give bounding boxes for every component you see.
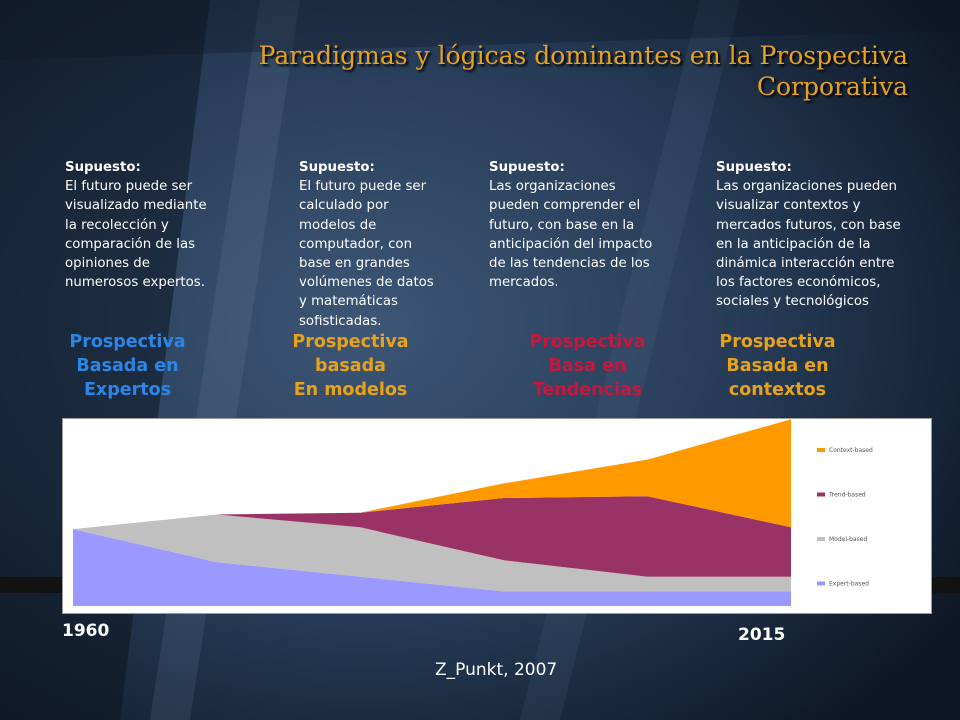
supuesto-line: visualizar contextos y (716, 198, 861, 214)
supuesto-line: numerosos expertos. (65, 275, 205, 291)
supuesto-line: sociales y tecnológicos (716, 294, 869, 310)
legend-swatch (817, 492, 825, 497)
category-line: contextos (728, 380, 827, 400)
supuesto-heading: Supuesto: (489, 160, 565, 175)
category-line: Basada en (726, 356, 829, 376)
supuesto-line: modelos de (299, 217, 377, 233)
supuesto-line: base en grandes (299, 256, 410, 272)
supuesto-expertos: Supuesto: El futuro puede ser visualizad… (65, 158, 280, 292)
area-trend-based (73, 496, 791, 577)
supuesto-line: los factores económicos, (716, 275, 881, 291)
legend-label: Trend-based (828, 492, 866, 499)
supuesto-line: Las organizaciones pueden (716, 179, 897, 195)
supuesto-line: El futuro puede ser (65, 179, 193, 195)
supuesto-line: Las organizaciones (489, 179, 616, 195)
area-expert-based (73, 529, 791, 606)
legend-swatch (817, 448, 825, 452)
supuesto-line: pueden comprender el (489, 198, 641, 214)
supuesto-line: El futuro puede ser (299, 179, 427, 195)
supuesto-heading: Supuesto: (65, 160, 141, 175)
category-tendencias: Prospectiva Basa en Tendencias (505, 330, 670, 402)
category-line: Expertos (83, 380, 172, 400)
supuesto-line: mercados futuros, con base (716, 217, 901, 233)
category-line: En modelos (293, 380, 408, 400)
supuesto-line: de las tendencias de los (489, 256, 650, 272)
category-line: basada (315, 356, 386, 376)
supuesto-line: mercados. (489, 275, 559, 291)
year-end-label: 2015 (738, 625, 786, 645)
supuesto-heading: Supuesto: (299, 160, 375, 175)
area-chart: Context-based Trend-based Model-based Exper… (73, 419, 873, 606)
supuesto-line: volúmenes de datos (299, 275, 434, 291)
area-model-based (73, 514, 791, 592)
category-line: Basada en (76, 356, 179, 376)
supuesto-line: sofisticadas. (299, 313, 382, 329)
legend-label: Model-based (829, 536, 867, 543)
category-line: Prospectiva (292, 332, 409, 352)
supuesto-line: comparación de las (65, 236, 196, 252)
supuesto-line: futuro, con base en la (489, 217, 635, 233)
supuesto-heading: Supuesto: (716, 160, 792, 175)
supuesto-tendencias: Supuesto: Las organizaciones pueden comp… (489, 158, 704, 292)
category-line: Prospectiva (69, 332, 186, 352)
supuesto-line: opiniones de (65, 256, 150, 272)
year-start-label: 1960 (62, 621, 110, 641)
supuesto-line: en la anticipación de la (716, 236, 871, 252)
supuesto-contextos: Supuesto: Las organizaciones pueden visu… (716, 158, 951, 312)
category-expertos: Prospectiva Basada en Expertos (45, 330, 210, 402)
category-line: Basa en (548, 356, 627, 376)
area-chart-panel: Context-based Trend-based Model-based Exper… (62, 418, 932, 614)
slide-title: Paradigmas y lógicas dominantes en la Pr… (258, 41, 908, 101)
legend-swatch (817, 537, 825, 541)
supuesto-modelos: Supuesto: El futuro puede ser calculado … (299, 158, 479, 331)
legend-swatch (817, 581, 825, 586)
legend-label: Expert-based (829, 581, 869, 588)
source-citation: Z_Punkt, 2007 (435, 660, 558, 680)
supuesto-line: computador, con (299, 236, 412, 252)
legend-label: Context-based (829, 447, 873, 454)
category-modelos: Prospectiva basada En modelos (268, 330, 433, 402)
supuesto-line: y matemáticas (299, 294, 398, 310)
supuesto-line: dinámica interacción entre (716, 256, 895, 272)
category-line: Prospectiva (529, 332, 646, 352)
category-contextos: Prospectiva Basada en contextos (695, 330, 860, 402)
supuesto-line: anticipación del impacto (489, 236, 653, 252)
area-context-based (73, 419, 791, 530)
supuesto-line: visualizado mediante (65, 198, 207, 214)
category-line: Tendencias (532, 380, 643, 400)
supuesto-line: la recolección y (65, 217, 169, 233)
supuesto-line: calculado por (299, 198, 389, 214)
category-line: Prospectiva (719, 332, 836, 352)
